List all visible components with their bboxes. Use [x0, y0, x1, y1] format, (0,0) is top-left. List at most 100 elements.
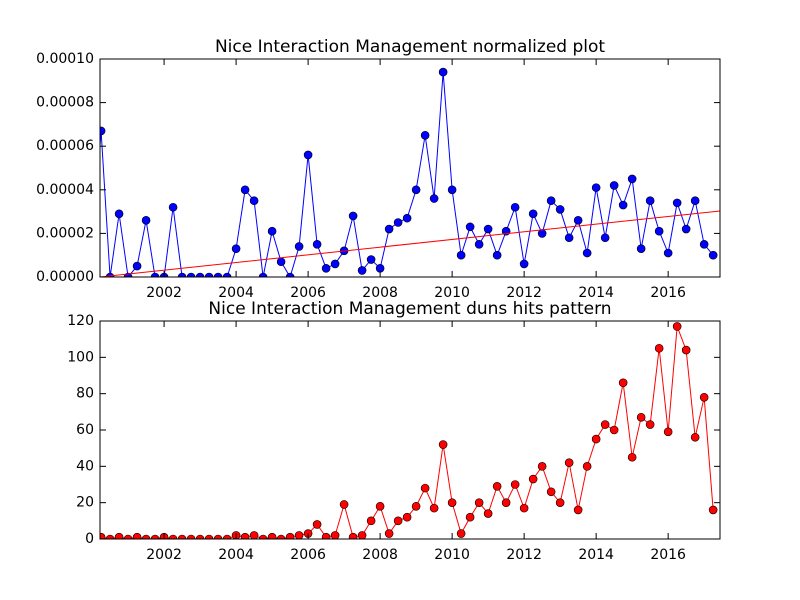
trend-line [100, 210, 720, 277]
data-point [591, 434, 601, 444]
data-point [609, 425, 619, 435]
plot-area [100, 322, 718, 539]
axes-frame [99, 58, 721, 278]
data-point [663, 248, 673, 258]
data-point [213, 272, 223, 277]
x-tick-label: 2002 [146, 285, 182, 301]
data-point [240, 532, 250, 539]
data-point [366, 516, 376, 526]
y-tick-label: 120 [67, 313, 94, 329]
x-tick-label: 2008 [362, 285, 398, 301]
data-point [100, 126, 106, 136]
x-tick-label: 2016 [650, 285, 686, 301]
data-point [672, 198, 682, 208]
x-tick-label: 2004 [218, 547, 254, 563]
data-point [195, 534, 205, 539]
y-tick-label: 0 [85, 531, 94, 547]
series-line [100, 72, 714, 277]
y-tick-label: 60 [76, 422, 94, 438]
x-tick-label: 2016 [650, 547, 686, 563]
data-point [114, 532, 124, 539]
data-point [492, 250, 502, 260]
data-point [627, 452, 637, 462]
data-point [483, 224, 493, 234]
data-point [348, 211, 358, 221]
data-point [447, 185, 457, 195]
data-point [285, 272, 295, 277]
data-point [285, 532, 295, 539]
data-point [528, 474, 538, 484]
series-line [100, 326, 714, 539]
data-point [186, 272, 196, 277]
data-point [501, 498, 511, 507]
plot-area [100, 67, 720, 277]
data-point [555, 205, 565, 214]
data-point [546, 487, 556, 497]
data-point [546, 196, 556, 205]
data-point [573, 505, 583, 515]
data-point [330, 259, 340, 269]
data-point [384, 224, 394, 234]
data-point [573, 216, 583, 225]
data-point [690, 432, 700, 442]
data-point [582, 248, 592, 258]
data-point [186, 534, 196, 539]
data-point [294, 531, 304, 539]
data-point [681, 345, 691, 355]
data-point [267, 532, 277, 539]
chart-title: Nice Interaction Management normalized p… [215, 37, 605, 57]
x-tick-label: 2006 [290, 285, 326, 301]
data-point [276, 257, 286, 267]
data-point [510, 202, 520, 212]
data-point [132, 532, 142, 539]
data-point [564, 233, 574, 243]
data-point [636, 412, 646, 422]
x-tick-label: 2008 [362, 547, 398, 563]
chart-title: Nice Interaction Management duns hits pa… [208, 299, 611, 319]
data-point [537, 462, 547, 471]
y-tick-label: 0.00004 [36, 182, 94, 198]
data-point [339, 500, 349, 509]
data-point [591, 183, 601, 192]
data-point [312, 520, 322, 529]
data-point [321, 263, 331, 273]
data-point [249, 531, 259, 539]
x-tick-label: 2010 [434, 547, 470, 563]
data-point [456, 529, 466, 538]
data-point [438, 440, 448, 449]
data-point [114, 209, 124, 219]
y-tick-label: 0.00002 [36, 225, 94, 241]
x-tick-label: 2006 [290, 547, 326, 563]
data-point [627, 174, 637, 184]
data-point [132, 261, 142, 271]
y-tick-label: 40 [76, 458, 94, 474]
data-point [177, 272, 187, 277]
data-point [177, 534, 187, 539]
data-point [312, 240, 322, 249]
x-tick-label: 2014 [578, 547, 614, 563]
data-point [141, 534, 151, 539]
data-point [645, 196, 655, 205]
y-tick-label: 80 [76, 386, 94, 402]
data-point [645, 420, 655, 429]
data-point [105, 534, 115, 539]
data-point [483, 509, 493, 518]
data-point [240, 185, 250, 195]
data-point [420, 131, 430, 140]
data-point [681, 224, 691, 234]
data-point [420, 483, 430, 493]
data-point [330, 531, 340, 539]
data-point [393, 218, 403, 227]
data-point [402, 213, 412, 223]
data-point [654, 226, 664, 236]
data-point [168, 202, 178, 212]
y-tick-label: 0.00006 [36, 138, 94, 154]
data-point [699, 392, 709, 402]
data-point [663, 427, 673, 437]
data-point [303, 150, 313, 160]
data-point [519, 259, 529, 269]
data-point [429, 194, 439, 203]
x-tick-label: 2012 [506, 547, 542, 563]
data-point [654, 343, 664, 353]
